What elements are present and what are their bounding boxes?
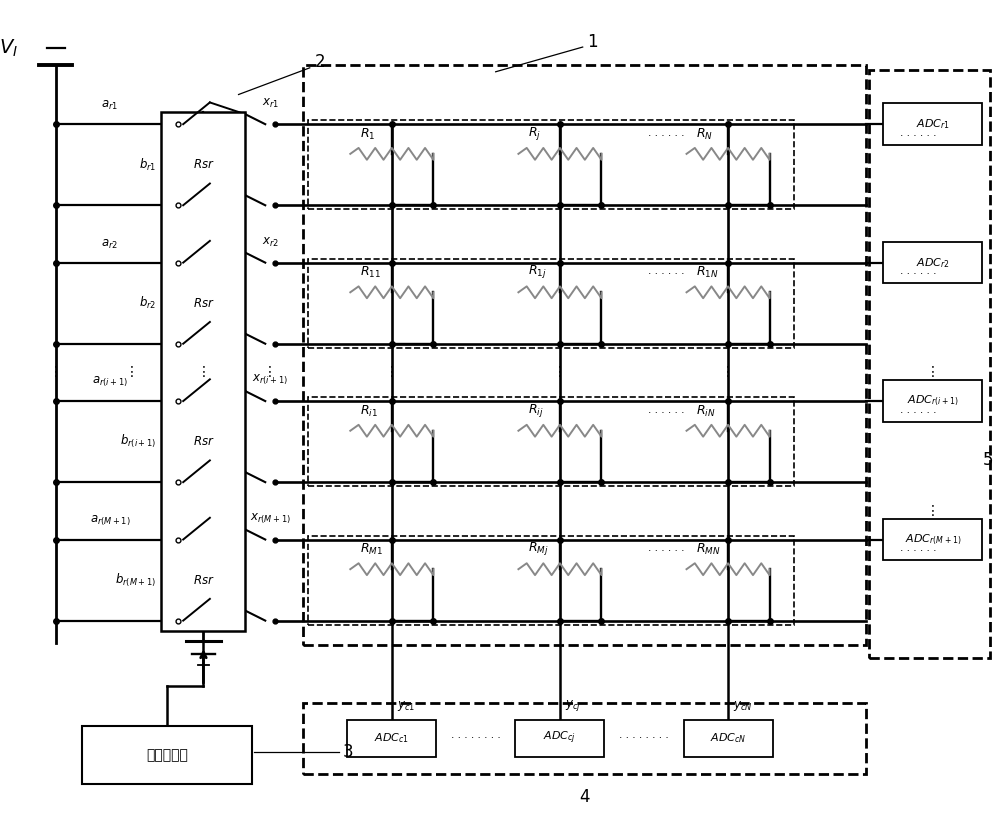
Text: $ADC_{r(M+1)}$: $ADC_{r(M+1)}$ <box>905 532 961 547</box>
Bar <box>308 535 794 624</box>
Text: 1: 1 <box>587 33 598 51</box>
Bar <box>308 120 794 209</box>
Text: $R_{M1}$: $R_{M1}$ <box>360 542 383 557</box>
Text: $y_{cN}$: $y_{cN}$ <box>733 698 753 712</box>
Text: $b_{r(i+1)}$: $b_{r(i+1)}$ <box>120 433 156 450</box>
Bar <box>347 720 436 757</box>
Text: · · · · · ·: · · · · · · <box>648 547 684 557</box>
Text: $Rsr$: $Rsr$ <box>193 435 214 448</box>
Text: $ADC_{r2}$: $ADC_{r2}$ <box>916 255 950 269</box>
Text: ⋮: ⋮ <box>263 366 277 379</box>
Bar <box>883 380 982 422</box>
Text: $ADC_{r1}$: $ADC_{r1}$ <box>916 118 950 131</box>
Text: ⋮: ⋮ <box>553 366 567 379</box>
Text: ⋮: ⋮ <box>125 366 139 379</box>
Text: ⋮: ⋮ <box>49 366 63 379</box>
Text: $x_{r1}$: $x_{r1}$ <box>262 97 279 110</box>
Text: · · · · · ·: · · · · · · <box>648 408 684 418</box>
Text: · · · · · ·: · · · · · · <box>648 131 684 141</box>
Bar <box>883 104 982 145</box>
Text: $y_{c1}$: $y_{c1}$ <box>397 698 415 712</box>
Text: · · · · · ·: · · · · · · <box>900 547 937 557</box>
Bar <box>161 113 245 631</box>
Text: $a_{r2}$: $a_{r2}$ <box>101 237 119 251</box>
Text: $ADC_{cN}$: $ADC_{cN}$ <box>710 731 746 745</box>
Text: $R_{1N}$: $R_{1N}$ <box>696 265 719 281</box>
Text: $y_{cj}$: $y_{cj}$ <box>565 698 581 712</box>
Bar <box>308 397 794 486</box>
Text: $Rsr$: $Rsr$ <box>193 297 214 310</box>
Text: 3: 3 <box>342 743 353 761</box>
Text: · · · · · · · ·: · · · · · · · · <box>451 734 501 743</box>
Text: $Rsr$: $Rsr$ <box>193 158 214 171</box>
Bar <box>303 703 866 774</box>
Text: 4: 4 <box>579 787 590 805</box>
Text: $b_{r2}$: $b_{r2}$ <box>139 295 156 311</box>
Text: $R_N$: $R_N$ <box>696 126 713 142</box>
Text: $ADC_{c1}$: $ADC_{c1}$ <box>374 731 409 745</box>
Bar <box>303 64 866 645</box>
Text: $R_{iN}$: $R_{iN}$ <box>696 404 716 419</box>
Bar <box>883 242 982 283</box>
Text: $R_{ij}$: $R_{ij}$ <box>528 401 544 419</box>
Text: $ADC_{cj}$: $ADC_{cj}$ <box>543 730 576 747</box>
Text: $ADC_{r(i+1)}$: $ADC_{r(i+1)}$ <box>907 394 959 408</box>
Text: $R_1$: $R_1$ <box>360 126 376 142</box>
Text: $R_{11}$: $R_{11}$ <box>360 265 381 281</box>
Bar <box>883 519 982 561</box>
Text: $R_{Mj}$: $R_{Mj}$ <box>528 540 549 557</box>
Text: $Rsr$: $Rsr$ <box>193 574 214 587</box>
Text: $a_{r(i+1)}$: $a_{r(i+1)}$ <box>92 375 128 389</box>
Text: · · · · · ·: · · · · · · <box>900 131 937 141</box>
Text: $a_{r1}$: $a_{r1}$ <box>101 100 119 113</box>
Text: ⋮: ⋮ <box>926 503 940 518</box>
Text: $x_{r2}$: $x_{r2}$ <box>262 236 279 249</box>
Text: $R_{i1}$: $R_{i1}$ <box>360 404 378 419</box>
Text: $b_{r1}$: $b_{r1}$ <box>139 157 156 173</box>
Bar <box>308 259 794 348</box>
Text: ⋮: ⋮ <box>385 366 399 379</box>
Text: 5: 5 <box>983 451 993 469</box>
Text: $R_{MN}$: $R_{MN}$ <box>696 542 721 557</box>
Text: $b_{r(M+1)}$: $b_{r(M+1)}$ <box>115 571 156 589</box>
Text: · · · · · ·: · · · · · · <box>900 269 937 280</box>
Text: $R_{1j}$: $R_{1j}$ <box>528 264 547 281</box>
Text: 2: 2 <box>314 53 325 71</box>
Text: $x_{r(i+1)}$: $x_{r(i+1)}$ <box>252 373 288 388</box>
Text: $R_j$: $R_j$ <box>528 125 541 142</box>
Text: · · · · · ·: · · · · · · <box>648 269 684 280</box>
Bar <box>684 720 773 757</box>
Text: $a_{r(M+1)}$: $a_{r(M+1)}$ <box>90 513 130 528</box>
Text: · · · · · ·: · · · · · · <box>900 408 937 418</box>
Bar <box>515 720 604 757</box>
Bar <box>82 726 252 784</box>
Text: 扫描控制器: 扫描控制器 <box>146 748 188 762</box>
Text: ⋮: ⋮ <box>721 366 735 379</box>
Text: ⋮: ⋮ <box>926 366 940 379</box>
Bar <box>869 70 990 659</box>
Text: $V_I$: $V_I$ <box>0 38 18 59</box>
Text: ⋮: ⋮ <box>197 366 210 379</box>
Text: $x_{r(M+1)}$: $x_{r(M+1)}$ <box>250 512 291 526</box>
Text: · · · · · · · ·: · · · · · · · · <box>619 734 669 743</box>
